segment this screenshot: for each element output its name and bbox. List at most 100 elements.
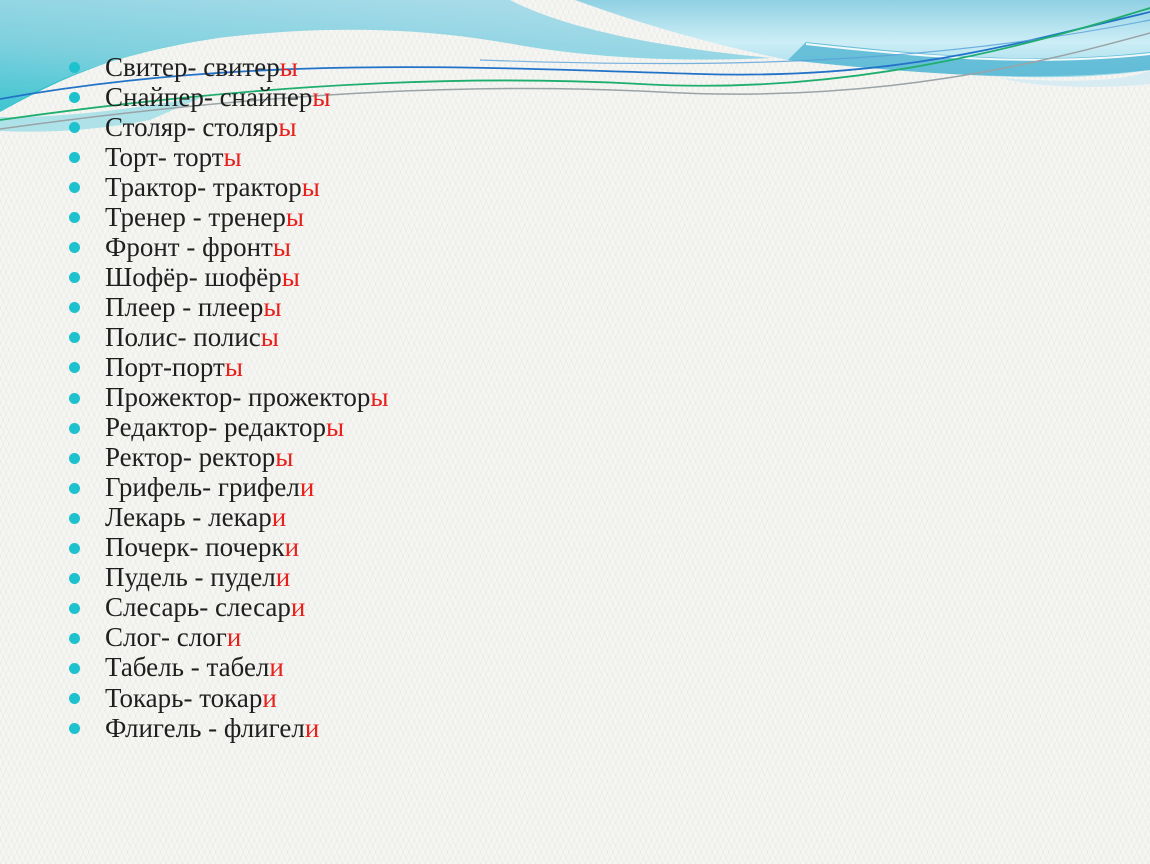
bullet-icon bbox=[69, 572, 80, 584]
word-pair-ending: ы bbox=[260, 321, 279, 352]
word-pair-text: Шофёр- шофёры bbox=[105, 262, 300, 293]
bullet-icon bbox=[69, 422, 80, 434]
word-pair-item: Столяр- столяры bbox=[63, 112, 388, 142]
word-pair-item: Плеер - плееры bbox=[63, 292, 388, 322]
word-pair-base: Слог- слог bbox=[105, 622, 227, 653]
word-pair-base: Токарь- токар bbox=[105, 682, 263, 713]
wave-white-hairline bbox=[805, 43, 1150, 61]
word-pair-base: Плеер - плеер bbox=[105, 291, 264, 322]
word-pair-base: Прожектор- прожектор bbox=[105, 382, 371, 413]
word-pair-text: Флигель - флигели bbox=[105, 713, 319, 744]
word-pair-ending: и bbox=[304, 712, 320, 743]
word-pair-ending: ы bbox=[223, 141, 242, 172]
word-pair-ending: и bbox=[271, 502, 287, 533]
word-pair-text: Редактор- редакторы bbox=[105, 412, 344, 443]
word-pair-ending: ы bbox=[279, 51, 298, 82]
bullet-icon bbox=[69, 662, 80, 674]
word-pair-item: Лекарь - лекари bbox=[63, 502, 388, 533]
word-pair-base: Грифель- грифел bbox=[105, 472, 300, 503]
word-pair-text: Фронт - фронты bbox=[105, 232, 291, 263]
word-pair-text: Грифель- грифели bbox=[105, 472, 314, 503]
word-pair-ending: ы bbox=[275, 442, 294, 473]
word-pair-item: Ректор- ректоры bbox=[63, 442, 388, 473]
word-pair-item: Почерк- почерки bbox=[63, 532, 388, 563]
word-pair-ending: ы bbox=[301, 171, 320, 202]
wave-right-pale-band bbox=[1000, 70, 1150, 87]
word-pair-item: Слог- слоги bbox=[63, 622, 388, 653]
word-pair-item: Свитер- свитеры bbox=[63, 52, 388, 82]
word-pair-base: Столяр- столяр bbox=[105, 111, 279, 142]
word-list: Свитер- свитеры Снайпер- снайперы Столяр… bbox=[63, 52, 388, 743]
bullet-icon bbox=[69, 62, 80, 74]
word-pair-base: Табель - табел bbox=[105, 652, 270, 683]
word-pair-text: Торт- торты bbox=[105, 142, 242, 173]
word-pair-text: Лекарь - лекари bbox=[105, 502, 286, 533]
word-pair-item: Пудель - пудели bbox=[63, 562, 388, 593]
word-pair-base: Ректор- ректор bbox=[105, 442, 276, 473]
bullet-icon bbox=[69, 182, 80, 194]
word-pair-base: Лекарь - лекар bbox=[105, 502, 272, 533]
word-pair-ending: ы bbox=[281, 261, 300, 292]
word-pair-text: Тренер - тренеры bbox=[105, 202, 304, 233]
word-pair-base: Торт- торт bbox=[105, 141, 224, 172]
word-pair-ending: ы bbox=[312, 81, 331, 112]
word-pair-base: Свитер- свитер bbox=[105, 51, 280, 82]
word-pair-base: Фронт - фронт bbox=[105, 231, 273, 262]
word-pair-text: Порт-порты bbox=[105, 352, 243, 383]
wave-right-shape bbox=[575, 0, 1150, 78]
word-pair-base: Редактор- редактор bbox=[105, 412, 327, 443]
word-pair-item: Редактор- редакторы bbox=[63, 412, 388, 443]
word-pair-base: Порт-порт bbox=[105, 352, 225, 382]
word-pair-text: Слог- слоги bbox=[105, 622, 241, 653]
bullet-icon bbox=[69, 723, 80, 735]
word-pair-text: Плеер - плееры bbox=[105, 292, 281, 323]
bullet-icon bbox=[69, 512, 80, 524]
word-pair-base: Слесарь- слесар bbox=[105, 592, 291, 623]
word-pair-ending: и bbox=[290, 592, 306, 623]
bullet-icon bbox=[69, 392, 80, 404]
word-pair-ending: ы bbox=[278, 111, 297, 142]
word-pair-base: Шофёр- шофёр bbox=[105, 261, 282, 292]
bullet-icon bbox=[69, 602, 80, 614]
bullet-icon bbox=[69, 122, 80, 134]
word-pair-ending: ы bbox=[285, 201, 305, 232]
word-pair-item: Токарь- токари bbox=[63, 683, 388, 713]
word-pair-item: Тренер - тренеры bbox=[63, 202, 388, 232]
word-pair-text: Свитер- свитеры bbox=[105, 52, 298, 83]
word-pair-ending: ы bbox=[370, 382, 389, 413]
word-pair-base: Трактор- трактор bbox=[105, 171, 302, 202]
word-pair-base: Тренер - тренер bbox=[105, 201, 286, 232]
word-pair-ending: и bbox=[275, 562, 291, 593]
word-pair-item: Шофёр- шофёры bbox=[63, 262, 388, 292]
word-pair-item: Прожектор- прожекторы bbox=[63, 382, 389, 413]
word-pair-ending: и bbox=[284, 532, 300, 563]
word-pair-item: Полис- полисы bbox=[63, 322, 388, 352]
bullet-icon bbox=[69, 212, 80, 224]
bullet-icon bbox=[69, 632, 80, 644]
word-pair-ending: и bbox=[262, 682, 277, 713]
bullet-icon bbox=[69, 452, 80, 464]
word-pair-item: Грифель- грифели bbox=[63, 472, 388, 503]
word-pair-base: Снайпер- снайпер bbox=[105, 81, 313, 112]
bullet-icon bbox=[69, 302, 80, 314]
word-pair-text: Полис- полисы bbox=[105, 322, 279, 353]
word-pair-base: Почерк- почерк bbox=[105, 532, 285, 563]
bullet-icon bbox=[69, 92, 80, 104]
bullet-icon bbox=[69, 242, 80, 254]
word-pair-ending: ы bbox=[272, 231, 291, 262]
bullet-icon bbox=[69, 542, 80, 554]
word-pair-text: Трактор- тракторы bbox=[105, 172, 320, 203]
word-pair-ending: ы bbox=[224, 352, 243, 382]
bullet-icon bbox=[69, 152, 80, 164]
word-pair-text: Токарь- токари bbox=[105, 683, 277, 714]
word-pair-item: Табель - табели bbox=[63, 652, 388, 683]
word-pair-ending: и bbox=[299, 472, 315, 503]
word-pair-item: Трактор- тракторы bbox=[63, 172, 388, 202]
word-pair-item: Слесарь- слесари bbox=[63, 592, 388, 623]
word-pair-text: Столяр- столяры bbox=[105, 112, 296, 143]
word-pair-base: Полис- полис bbox=[105, 321, 261, 352]
bullet-icon bbox=[69, 362, 80, 374]
word-pair-item: Снайпер- снайперы bbox=[63, 82, 388, 112]
bullet-icon bbox=[69, 693, 80, 704]
